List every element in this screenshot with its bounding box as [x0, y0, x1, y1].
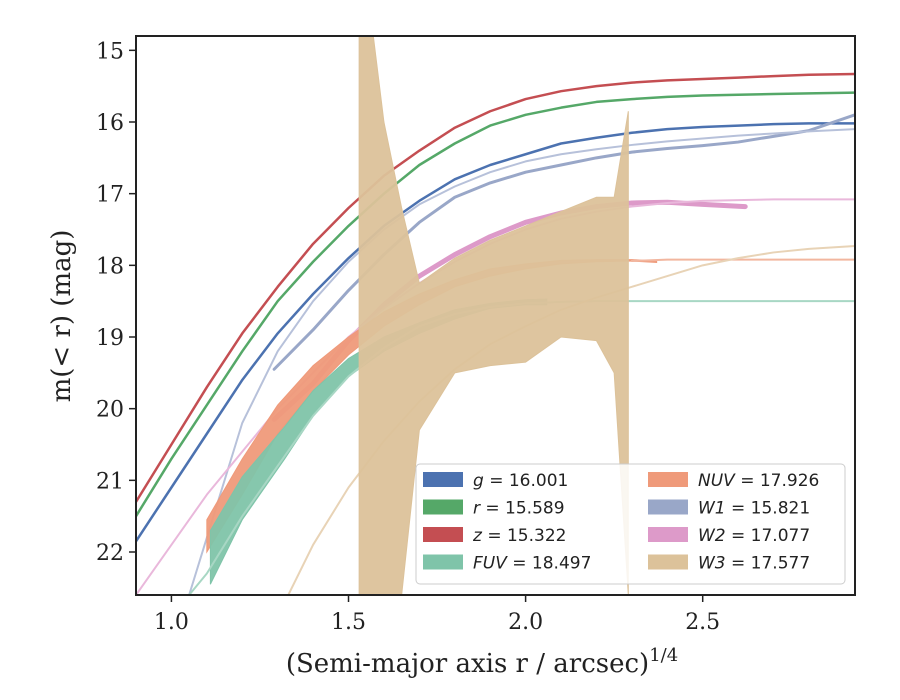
legend-symbol: r — [473, 499, 481, 519]
series-layer — [136, 36, 855, 595]
legend-entry-label: g = 16.001 — [473, 471, 568, 491]
y-axis-label: m(< r) (mag) — [47, 230, 77, 403]
legend-swatch — [648, 499, 688, 515]
legend-symbol: W3 — [698, 554, 726, 574]
x-axis-label-text: (Semi-major axis r / arcsec) — [286, 649, 649, 679]
legend-swatch — [648, 472, 688, 487]
y-tick-label: 15 — [96, 39, 124, 64]
legend-symbol: W1 — [698, 499, 726, 519]
y-tick-label: 19 — [96, 326, 124, 351]
y-tick-label: 17 — [96, 183, 124, 208]
legend-swatch — [423, 554, 463, 570]
legend-entry-label: W3 = 17.577 — [698, 554, 810, 574]
x-tick-label: 2.0 — [508, 610, 543, 635]
legend-value: = 15.589 — [480, 499, 565, 519]
legend-swatch — [648, 554, 688, 570]
y-tick-label: 22 — [96, 541, 124, 566]
x-tick-label: 2.5 — [685, 610, 720, 635]
y-tick-label: 20 — [96, 398, 124, 423]
legend-symbol: FUV — [473, 554, 508, 574]
y-axis-ticks: 15 16 17 18 19 20 21 22 — [96, 39, 136, 566]
legend-symbol: NUV — [698, 471, 736, 491]
series-line-nuv-model — [630, 258, 855, 263]
series-line-z — [136, 72, 855, 504]
legend-entry-label: W2 = 17.077 — [698, 526, 810, 546]
series-band-w3 — [358, 36, 629, 595]
legend-entry-label: z = 15.322 — [472, 526, 566, 546]
plot-frame — [135, 35, 856, 596]
series-line-g — [136, 122, 855, 543]
y-tick-label: 21 — [96, 469, 124, 494]
legend-value: = 15.322 — [482, 526, 567, 546]
x-axis-ticks: 1.0 1.5 2.0 2.5 — [154, 595, 720, 635]
legend-value: = 17.926 — [735, 471, 820, 491]
x-axis-label-exponent: 1/4 — [649, 645, 678, 666]
legend-swatch — [423, 527, 463, 542]
legend-value: = 15.821 — [726, 499, 811, 519]
x-tick-label: 1.0 — [154, 610, 189, 635]
legend-value: = 17.077 — [726, 526, 811, 546]
y-tick-label: 18 — [96, 254, 124, 279]
legend-swatch — [423, 499, 463, 515]
y-tick-label: 16 — [96, 111, 124, 136]
x-axis-label: (Semi-major axis r / arcsec)1/4 — [286, 645, 678, 679]
legend-entry-label: W1 = 15.821 — [698, 499, 810, 519]
legend-value: = 16.001 — [484, 471, 569, 491]
legend-symbol: W2 — [698, 526, 726, 546]
legend-entry-label: NUV = 17.926 — [698, 471, 819, 491]
legend-box — [415, 463, 846, 585]
x-tick-label: 1.5 — [331, 610, 366, 635]
legend-symbol: z — [472, 526, 483, 546]
legend-entry-label: r = 15.589 — [473, 499, 565, 519]
legend-entry-label: FUV = 18.497 — [473, 554, 591, 574]
legend-swatch — [648, 527, 688, 542]
legend-value: = 17.577 — [726, 554, 811, 574]
legend-symbol: g — [473, 471, 484, 491]
legend-swatch — [423, 472, 463, 487]
series-line-r — [136, 91, 855, 518]
series-line-w1-model — [188, 128, 855, 595]
legend-value: = 18.497 — [507, 554, 592, 574]
